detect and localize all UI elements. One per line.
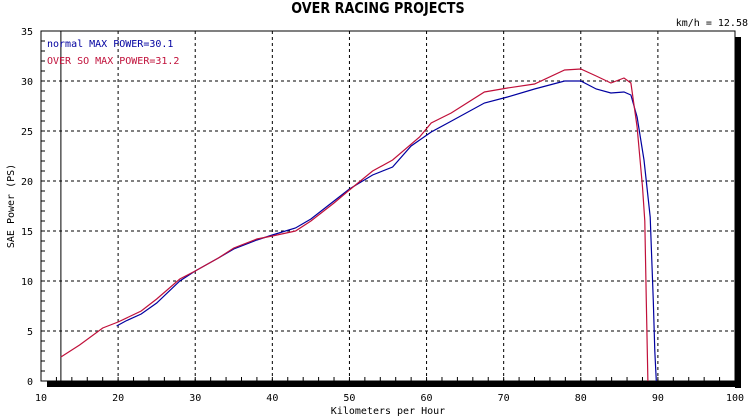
y-tick-label: 15 bbox=[21, 227, 33, 238]
plot-frame bbox=[40, 30, 736, 382]
x-tick-label: 10 bbox=[35, 393, 47, 404]
x-tick-label: 80 bbox=[575, 393, 587, 404]
y-axis-label: SAE Power (PS) bbox=[6, 164, 17, 248]
series-line-over-so bbox=[60, 68, 649, 382]
x-tick-label: 20 bbox=[112, 393, 124, 404]
y-tick-label: 0 bbox=[27, 377, 33, 388]
legend-entry: normal MAX POWER=30.1 bbox=[47, 39, 173, 50]
y-tick-label: 35 bbox=[21, 27, 33, 38]
y-tick-label: 10 bbox=[21, 277, 33, 288]
x-tick-label: 90 bbox=[652, 393, 664, 404]
x-tick-label: 100 bbox=[726, 393, 744, 404]
chart-title: OVER RACING PROJECTS bbox=[291, 0, 465, 17]
x-tick-label: 70 bbox=[498, 393, 510, 404]
frame-shadow-bottom bbox=[47, 381, 741, 387]
speed-marker-label: km/h = 12.58 bbox=[676, 18, 748, 29]
y-tick-label: 30 bbox=[21, 77, 33, 88]
y-tick-label: 25 bbox=[21, 127, 33, 138]
y-tick-label: 20 bbox=[21, 177, 33, 188]
legend-entry: OVER SO MAX POWER=31.2 bbox=[47, 56, 179, 67]
x-tick-label: 60 bbox=[421, 393, 433, 404]
frame-shadow-right bbox=[735, 37, 741, 388]
x-tick-label: 30 bbox=[189, 393, 201, 404]
y-tick-label: 5 bbox=[27, 327, 33, 338]
x-tick-label: 50 bbox=[343, 393, 355, 404]
x-axis-label: Kilometers per Hour bbox=[331, 406, 445, 417]
x-tick-label: 40 bbox=[266, 393, 278, 404]
